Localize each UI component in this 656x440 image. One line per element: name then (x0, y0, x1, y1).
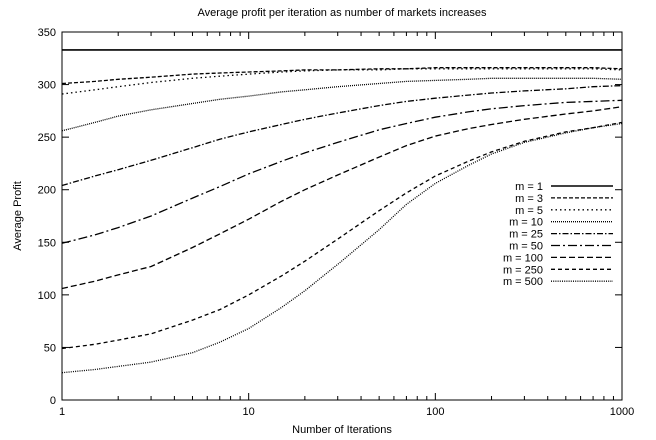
legend-label: m = 250 (503, 264, 543, 276)
y-tick-label: 100 (38, 290, 56, 302)
y-tick-label: 250 (38, 132, 56, 144)
series-lines (61, 49, 623, 374)
legend: m = 1m = 3m = 5m = 10m = 25m = 50m = 100… (503, 181, 613, 288)
legend-label: m = 25 (509, 229, 543, 241)
x-tick-label: 1 (59, 406, 65, 418)
y-axis-label: Average Profit (12, 181, 24, 251)
legend-label: m = 10 (509, 217, 543, 229)
series-line-5 (61, 84, 623, 187)
series-line-4 (61, 77, 623, 132)
x-tick-label: 10 (243, 406, 255, 418)
y-tick-label: 50 (44, 342, 56, 354)
y-tick-label: 200 (38, 185, 56, 197)
y-tick-label: 300 (38, 80, 56, 92)
series-line-3 (61, 68, 623, 95)
series-line-2 (61, 67, 623, 85)
plot-frame (61, 31, 623, 401)
y-tick-label: 150 (38, 237, 56, 249)
y-tick-label: 350 (38, 27, 56, 39)
x-axis-label: Number of Iterations (292, 424, 392, 436)
x-tick-label: 1000 (610, 406, 634, 418)
x-tick-label: 100 (426, 406, 444, 418)
y-axis: 0 50 100 150 200 250 300 350 (38, 27, 622, 407)
legend-label: m = 50 (509, 241, 543, 253)
x-axis: 1 10 100 1000 (59, 32, 634, 418)
series-line-8 (61, 121, 623, 350)
chart-title: Average profit per iteration as number o… (198, 7, 487, 19)
legend-label: m = 5 (515, 205, 543, 217)
legend-label: m = 1 (515, 181, 543, 193)
series-line-9 (61, 122, 623, 374)
legend-label: m = 3 (515, 193, 543, 205)
y-tick-label: 0 (50, 395, 56, 407)
series-line-7 (61, 106, 623, 290)
series-line-6 (61, 99, 623, 244)
legend-label: m = 500 (503, 276, 543, 288)
legend-label: m = 100 (503, 252, 543, 264)
